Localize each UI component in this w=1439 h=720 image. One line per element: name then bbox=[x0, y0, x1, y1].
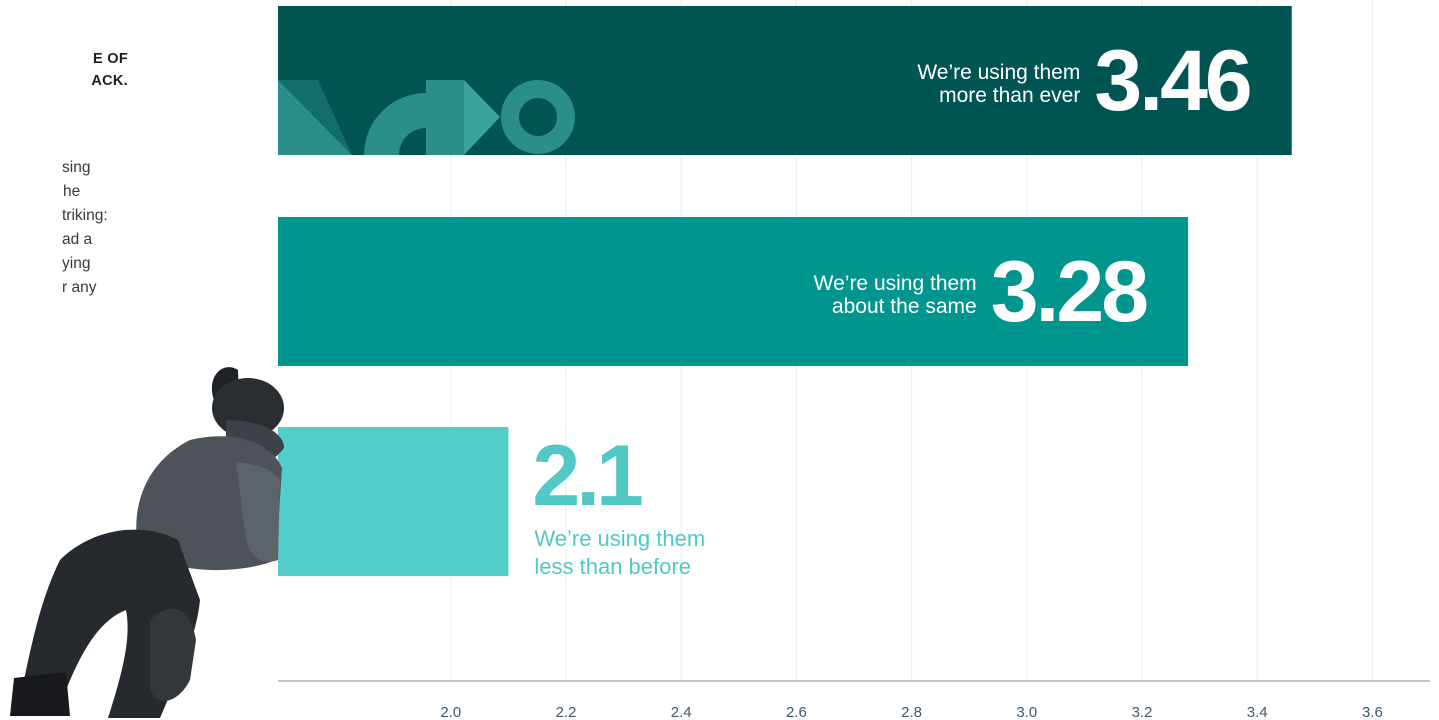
section-heading-line: ACK. bbox=[91, 73, 128, 89]
x-axis: 2.0 2.2 2.4 2.6 2.8 3.0 3.2 3.4 3.6 bbox=[278, 680, 1430, 720]
triangle-shape bbox=[278, 80, 352, 155]
x-tick-label: 2.8 bbox=[901, 704, 922, 720]
x-tick-label: 2.6 bbox=[786, 704, 807, 720]
bar-category-label: more than ever bbox=[939, 84, 1080, 107]
bar bbox=[278, 217, 1189, 366]
x-tick-label: 2.4 bbox=[671, 704, 692, 720]
paragraph-line: triking: bbox=[62, 207, 108, 224]
paragraph-line: ying bbox=[62, 255, 91, 272]
bar-value-label: 3.46 bbox=[1094, 33, 1250, 129]
play-triangle-shape bbox=[464, 80, 500, 155]
x-tick-label: 2.0 bbox=[440, 704, 461, 720]
decorative-shapes bbox=[278, 80, 575, 155]
bar bbox=[278, 427, 509, 576]
paragraph-line: sing bbox=[62, 159, 91, 176]
quarter-arc-shape bbox=[364, 93, 426, 155]
bar-category-label: less than before bbox=[534, 554, 691, 579]
x-tick-label: 3.0 bbox=[1016, 704, 1037, 720]
bar-category-label: about the same bbox=[832, 295, 977, 318]
x-tick-label: 3.4 bbox=[1247, 704, 1268, 720]
half-square-shape bbox=[426, 80, 464, 155]
paragraph-line: ad a bbox=[62, 231, 93, 248]
person-illustration bbox=[10, 367, 284, 718]
x-tick-label: 2.2 bbox=[556, 704, 577, 720]
bar-category-label: We’re using them bbox=[917, 61, 1080, 84]
bar-category-label: We’re using them bbox=[534, 526, 705, 551]
x-tick-label: 3.2 bbox=[1132, 704, 1153, 720]
ring-shape bbox=[500, 80, 575, 154]
paragraph-line: he bbox=[63, 183, 81, 200]
bar-value-label: 2.1 bbox=[532, 428, 642, 524]
paragraph-line: r any bbox=[62, 279, 97, 296]
bar-value-label: 3.28 bbox=[991, 244, 1148, 340]
section-heading: E OF ACK. bbox=[91, 48, 128, 92]
section-heading-line: E OF bbox=[92, 51, 128, 67]
x-tick-label: 3.6 bbox=[1362, 704, 1383, 720]
bar-category-label: We’re using them bbox=[814, 272, 977, 295]
body-paragraph: sing he triking: ad a ying r any bbox=[0, 156, 150, 300]
